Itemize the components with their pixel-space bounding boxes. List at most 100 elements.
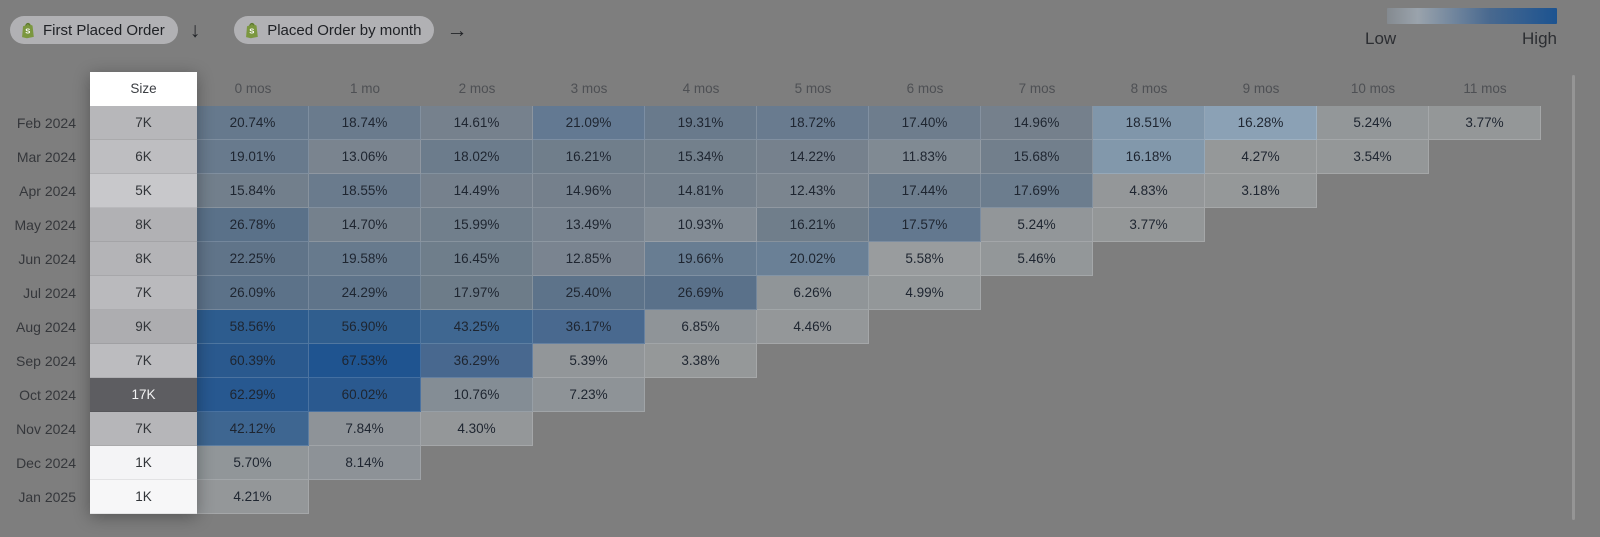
heat-cell[interactable]: 16.28% [1205,106,1317,140]
heat-cell[interactable]: 14.96% [981,106,1093,140]
heat-cell[interactable]: 7.23% [533,378,645,412]
cohort-size-cell[interactable]: 6K [90,140,197,174]
empty-cell [757,480,869,514]
heat-cell[interactable]: 15.99% [421,208,533,242]
heat-cell[interactable]: 60.39% [197,344,309,378]
heat-cell[interactable]: 18.55% [309,174,421,208]
heat-cell[interactable]: 26.78% [197,208,309,242]
heat-cell[interactable]: 17.57% [869,208,981,242]
heat-cell[interactable]: 13.06% [309,140,421,174]
scrollbar[interactable] [1572,75,1575,520]
heat-cell[interactable]: 26.69% [645,276,757,310]
heat-cell[interactable]: 18.02% [421,140,533,174]
heat-cell[interactable]: 20.02% [757,242,869,276]
heat-cell[interactable]: 18.72% [757,106,869,140]
heat-cell[interactable]: 36.17% [533,310,645,344]
column-header: 0 mos [234,81,272,96]
heat-cell[interactable]: 19.01% [197,140,309,174]
heat-cell[interactable]: 21.09% [533,106,645,140]
heat-cell[interactable]: 25.40% [533,276,645,310]
heat-cell[interactable]: 10.93% [645,208,757,242]
heat-cell[interactable]: 5.24% [1317,106,1429,140]
heat-cell[interactable]: 3.38% [645,344,757,378]
heat-cell[interactable]: 26.09% [197,276,309,310]
heat-cell[interactable]: 36.29% [421,344,533,378]
heat-cell[interactable]: 14.81% [645,174,757,208]
heat-cell[interactable]: 15.68% [981,140,1093,174]
heat-cell[interactable]: 4.27% [1205,140,1317,174]
heat-cell[interactable]: 42.12% [197,412,309,446]
heat-cell[interactable]: 17.69% [981,174,1093,208]
heat-cell[interactable]: 60.02% [309,378,421,412]
cohort-size-cell[interactable]: 8K [90,208,197,242]
heat-cell[interactable]: 3.18% [1205,174,1317,208]
heat-cell[interactable]: 17.40% [869,106,981,140]
cohort-size-cell[interactable]: 7K [90,412,197,446]
heat-cell[interactable]: 14.96% [533,174,645,208]
heat-cell[interactable]: 19.58% [309,242,421,276]
empty-cell [869,480,981,514]
cohort-size-cell[interactable]: 7K [90,106,197,140]
heat-cell[interactable]: 56.90% [309,310,421,344]
heat-cell[interactable]: 18.51% [1093,106,1205,140]
heat-cell[interactable]: 18.74% [309,106,421,140]
heat-cell[interactable]: 12.43% [757,174,869,208]
event-badge-first-placed-order[interactable]: S First Placed Order [10,16,178,44]
heat-cell[interactable]: 6.85% [645,310,757,344]
heat-cell[interactable]: 5.70% [197,446,309,480]
heat-cell[interactable]: 14.61% [421,106,533,140]
heat-cell[interactable]: 58.56% [197,310,309,344]
cohort-label: Sep 2024 [16,353,76,369]
heat-cell[interactable]: 43.25% [421,310,533,344]
heat-cell[interactable]: 17.44% [869,174,981,208]
cohort-size-cell[interactable]: 17K [90,378,197,412]
heat-cell[interactable]: 16.18% [1093,140,1205,174]
heat-cell[interactable]: 62.29% [197,378,309,412]
heat-cell[interactable]: 3.77% [1093,208,1205,242]
heat-cell[interactable]: 5.46% [981,242,1093,276]
heat-cell[interactable]: 12.85% [533,242,645,276]
cohort-size-cell[interactable]: 7K [90,276,197,310]
heat-cell[interactable]: 4.46% [757,310,869,344]
cohort-size-cell[interactable]: 8K [90,242,197,276]
heat-cell[interactable]: 19.31% [645,106,757,140]
heat-cell[interactable]: 7.84% [309,412,421,446]
empty-cell [1317,446,1429,480]
event-badge-placed-order-by-month[interactable]: S Placed Order by month [234,16,435,44]
heat-cell[interactable]: 14.22% [757,140,869,174]
heat-cell[interactable]: 5.58% [869,242,981,276]
heat-cell[interactable]: 17.97% [421,276,533,310]
heat-cell[interactable]: 8.14% [309,446,421,480]
heat-cell[interactable]: 16.21% [533,140,645,174]
heat-cell[interactable]: 16.21% [757,208,869,242]
heat-cell[interactable]: 16.45% [421,242,533,276]
heat-cell[interactable]: 20.74% [197,106,309,140]
heat-cell[interactable]: 3.77% [1429,106,1541,140]
heat-cell[interactable]: 3.54% [1317,140,1429,174]
heat-cell[interactable]: 4.83% [1093,174,1205,208]
legend-low-label: Low [1365,29,1397,48]
cohort-size-cell[interactable]: 9K [90,310,197,344]
cohort-size-cell[interactable]: 1K [90,480,197,514]
heat-cell[interactable]: 4.30% [421,412,533,446]
heat-cell[interactable]: 6.26% [757,276,869,310]
heat-cell[interactable]: 10.76% [421,378,533,412]
cohort-size-cell[interactable]: 7K [90,344,197,378]
heat-cell[interactable]: 19.66% [645,242,757,276]
heat-cell[interactable]: 15.84% [197,174,309,208]
heat-cell[interactable]: 5.24% [981,208,1093,242]
heat-cell[interactable]: 15.34% [645,140,757,174]
empty-cell [981,276,1093,310]
heat-cell[interactable]: 11.83% [869,140,981,174]
heat-cell[interactable]: 67.53% [309,344,421,378]
heat-cell[interactable]: 5.39% [533,344,645,378]
heat-cell[interactable]: 4.21% [197,480,309,514]
heat-cell[interactable]: 14.49% [421,174,533,208]
heat-cell[interactable]: 22.25% [197,242,309,276]
cohort-size-cell[interactable]: 1K [90,446,197,480]
heat-cell[interactable]: 13.49% [533,208,645,242]
heat-cell[interactable]: 24.29% [309,276,421,310]
heat-cell[interactable]: 14.70% [309,208,421,242]
cohort-size-cell[interactable]: 5K [90,174,197,208]
heat-cell[interactable]: 4.99% [869,276,981,310]
